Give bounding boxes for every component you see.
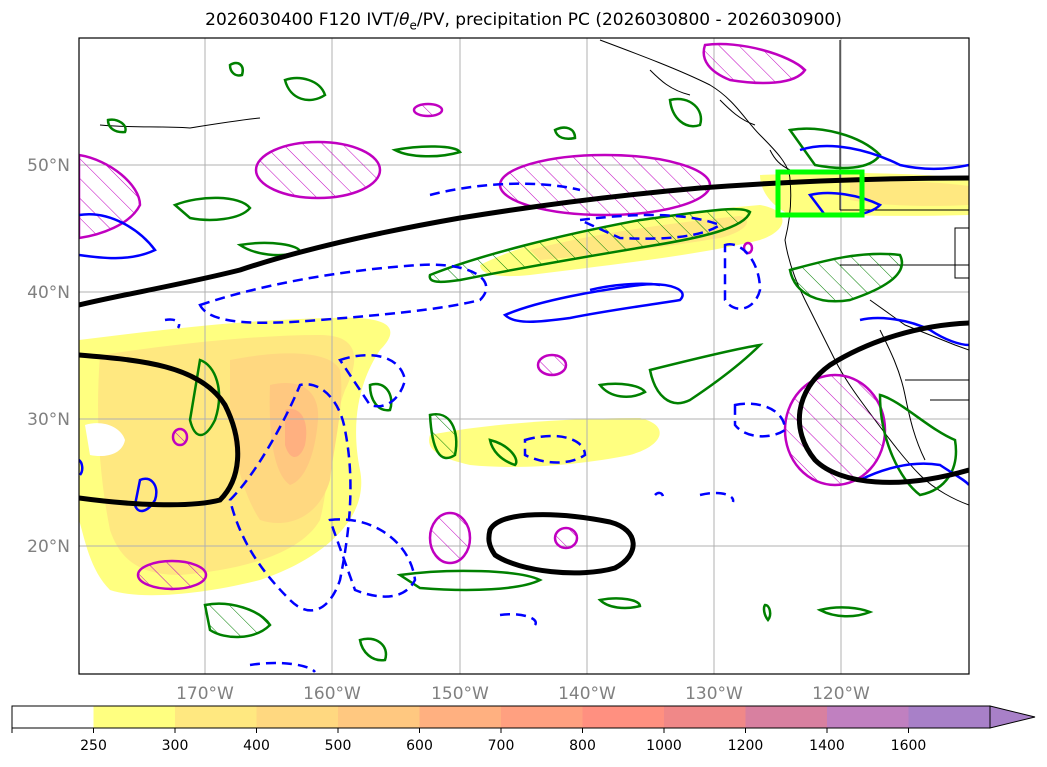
- lon-label-130w: 130°W: [685, 684, 743, 704]
- colorbar-segment: [175, 706, 257, 728]
- lon-label-170w: 170°W: [176, 684, 234, 704]
- colorbar-segment: [338, 706, 420, 728]
- colorbar: 250 300 400 500 600 700 800 1000 1200 1400 1600: [11, 705, 1036, 754]
- colorbar-segment: [419, 706, 502, 728]
- lat-label-30: 30°N: [27, 410, 70, 430]
- map-area: [79, 38, 969, 674]
- colorbar-tick-label: 700: [488, 738, 515, 754]
- lat-label-40: 40°N: [27, 283, 70, 303]
- colorbar-extend-arrow: [989, 705, 1036, 729]
- colorbar-tick-label: 600: [406, 738, 433, 754]
- colorbar-segment: [664, 706, 746, 728]
- colorbar-segment: [256, 706, 339, 728]
- lon-label-140w: 140°W: [558, 684, 616, 704]
- lon-label-150w: 150°W: [431, 684, 489, 704]
- colorbar-segment: [501, 706, 583, 728]
- colorbar-tick-label: 1000: [646, 738, 682, 754]
- lon-label-160w: 160°W: [303, 684, 361, 704]
- colorbar-segment: [908, 706, 991, 728]
- colorbar-tick-label: 1200: [728, 738, 764, 754]
- theta-e-negative: [164, 182, 787, 673]
- colorbar-tick-label: 400: [243, 738, 270, 754]
- highlight-box: [775, 169, 865, 218]
- latitude-labels: 50°N 40°N 30°N 20°N: [27, 156, 70, 557]
- map-title: 2026030400 F120 IVT/θe/PV, precipitation…: [205, 10, 842, 33]
- lat-label-20: 20°N: [27, 537, 70, 557]
- map-frame: [78, 37, 970, 675]
- geopotential-contours: [79, 175, 969, 576]
- colorbar-tick-label: 1600: [891, 738, 927, 754]
- colorbar-tick-label: 500: [325, 738, 352, 754]
- colorbar-segment: [745, 706, 828, 728]
- colorbar-tick-label: 1400: [809, 738, 845, 754]
- lat-label-50: 50°N: [27, 156, 70, 176]
- colorbar-segment: [827, 706, 909, 728]
- lon-label-120w: 120°W: [812, 684, 870, 704]
- colorbar-tick-label: 300: [162, 738, 189, 754]
- colorbar-segment: [582, 706, 665, 728]
- colorbar-tick-label: 250: [80, 738, 107, 754]
- pv-contours: [106, 61, 958, 662]
- longitude-labels: 170°W 160°W 150°W 140°W 130°W 120°W: [176, 684, 870, 704]
- colorbar-segment: [12, 706, 94, 728]
- colorbar-segment: [93, 706, 176, 728]
- colorbar-tick-label: 800: [569, 738, 596, 754]
